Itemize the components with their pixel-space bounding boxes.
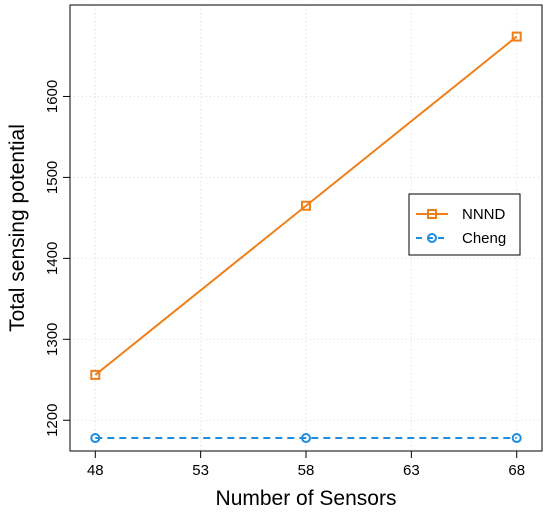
legend-label-cheng: Cheng	[462, 230, 506, 247]
y-axis-title: Total sensing potential	[6, 124, 29, 332]
legend-marker-cheng	[427, 233, 437, 243]
data-point-nnnd	[511, 31, 522, 42]
x-tick-label: 58	[298, 462, 315, 479]
x-tick-label: 53	[192, 462, 209, 479]
x-tick-label: 48	[87, 462, 104, 479]
y-tick-label: 1300	[44, 323, 61, 356]
x-tick-label: 63	[403, 462, 420, 479]
data-point-nnnd	[301, 200, 311, 211]
y-tick-label: 1400	[44, 242, 61, 275]
y-tick-label: 1500	[44, 161, 61, 194]
legend: NNND Cheng	[408, 193, 521, 256]
data-point-cheng	[301, 433, 311, 444]
series	[90, 31, 522, 444]
axes: 48 53 58 63 68 1200 1300 1400 1500 1600	[44, 80, 525, 479]
data-point-nnnd	[90, 369, 101, 380]
x-tick-label: 68	[508, 462, 525, 479]
x-axis-title: Number of Sensors	[216, 487, 397, 510]
y-tick-label: 1600	[44, 80, 61, 113]
series-line-nnnd	[94, 35, 518, 376]
legend-box	[408, 193, 521, 256]
legend-label-nnnd: NNND	[462, 206, 505, 223]
y-tick-label: 1200	[44, 404, 61, 437]
legend-marker-nnnd	[427, 209, 437, 219]
data-point-cheng	[90, 433, 101, 444]
grid	[70, 5, 542, 451]
data-point-cheng	[511, 433, 522, 444]
